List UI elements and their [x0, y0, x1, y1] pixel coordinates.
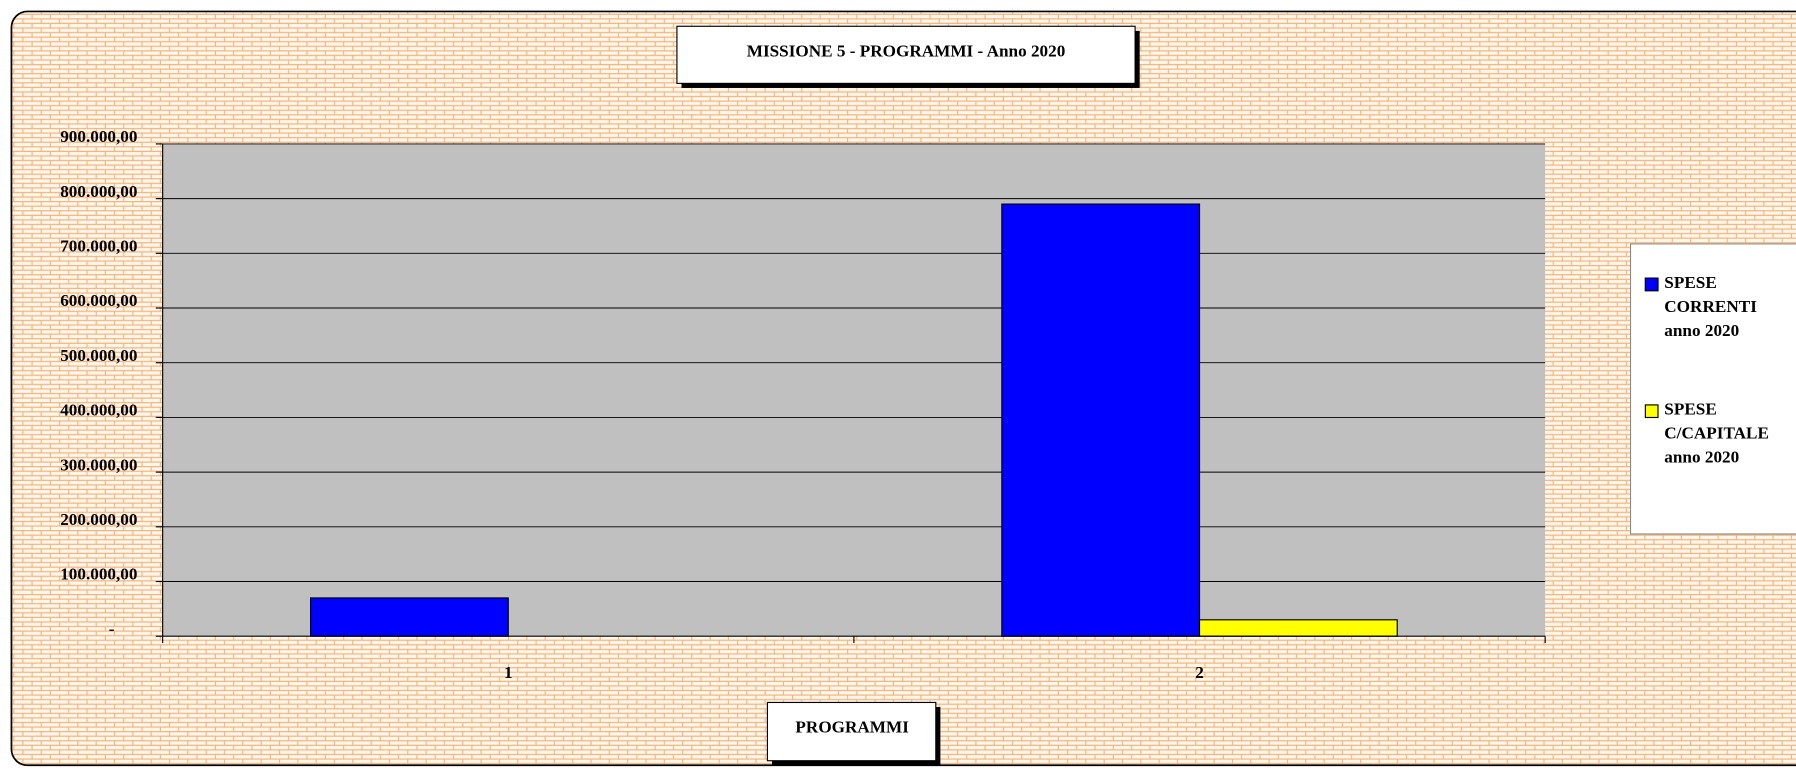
plot-area [162, 143, 1546, 637]
y-tick-label: 500.000,00 [60, 346, 137, 365]
legend-swatch [1644, 277, 1659, 292]
x-axis-label: PROGRAMMI [795, 718, 909, 737]
legend-item: SPESE C/CAPITALE anno 2020 [1644, 399, 1796, 471]
bar [1001, 203, 1201, 637]
x-tick-label: 2 [1195, 663, 1204, 682]
y-tick-label: 900.000,00 [60, 127, 137, 146]
y-tick-label: 400.000,00 [60, 401, 137, 420]
y-tick-label: 300.000,00 [60, 455, 137, 474]
y-tick-label: - [109, 619, 115, 638]
legend-label: SPESE C/CAPITALE anno 2020 [1664, 400, 1769, 468]
y-tick-label: 700.000,00 [60, 237, 137, 256]
bar [310, 597, 509, 637]
legend-swatch [1644, 404, 1659, 419]
y-tick-label: 100.000,00 [60, 565, 137, 584]
y-tick-label: 800.000,00 [60, 182, 137, 201]
y-tick-label: 200.000,00 [60, 510, 137, 529]
bar [1198, 619, 1398, 637]
legend: SPESE CORRENTI anno 2020 SPESE C/CAPITALE… [1629, 243, 1796, 535]
y-tick-label: 600.000,00 [60, 291, 137, 310]
legend-box: SPESE CORRENTI anno 2020 SPESE C/CAPITALE… [1629, 243, 1796, 535]
chart-title: MISSIONE 5 - PROGRAMMI - Anno 2020 [747, 41, 1066, 60]
legend-item: SPESE CORRENTI anno 2020 [1644, 272, 1796, 344]
x-tick-label: 1 [504, 663, 513, 682]
legend-label: SPESE CORRENTI anno 2020 [1664, 274, 1757, 341]
title-box [676, 25, 1136, 84]
x-label-box [766, 701, 937, 762]
